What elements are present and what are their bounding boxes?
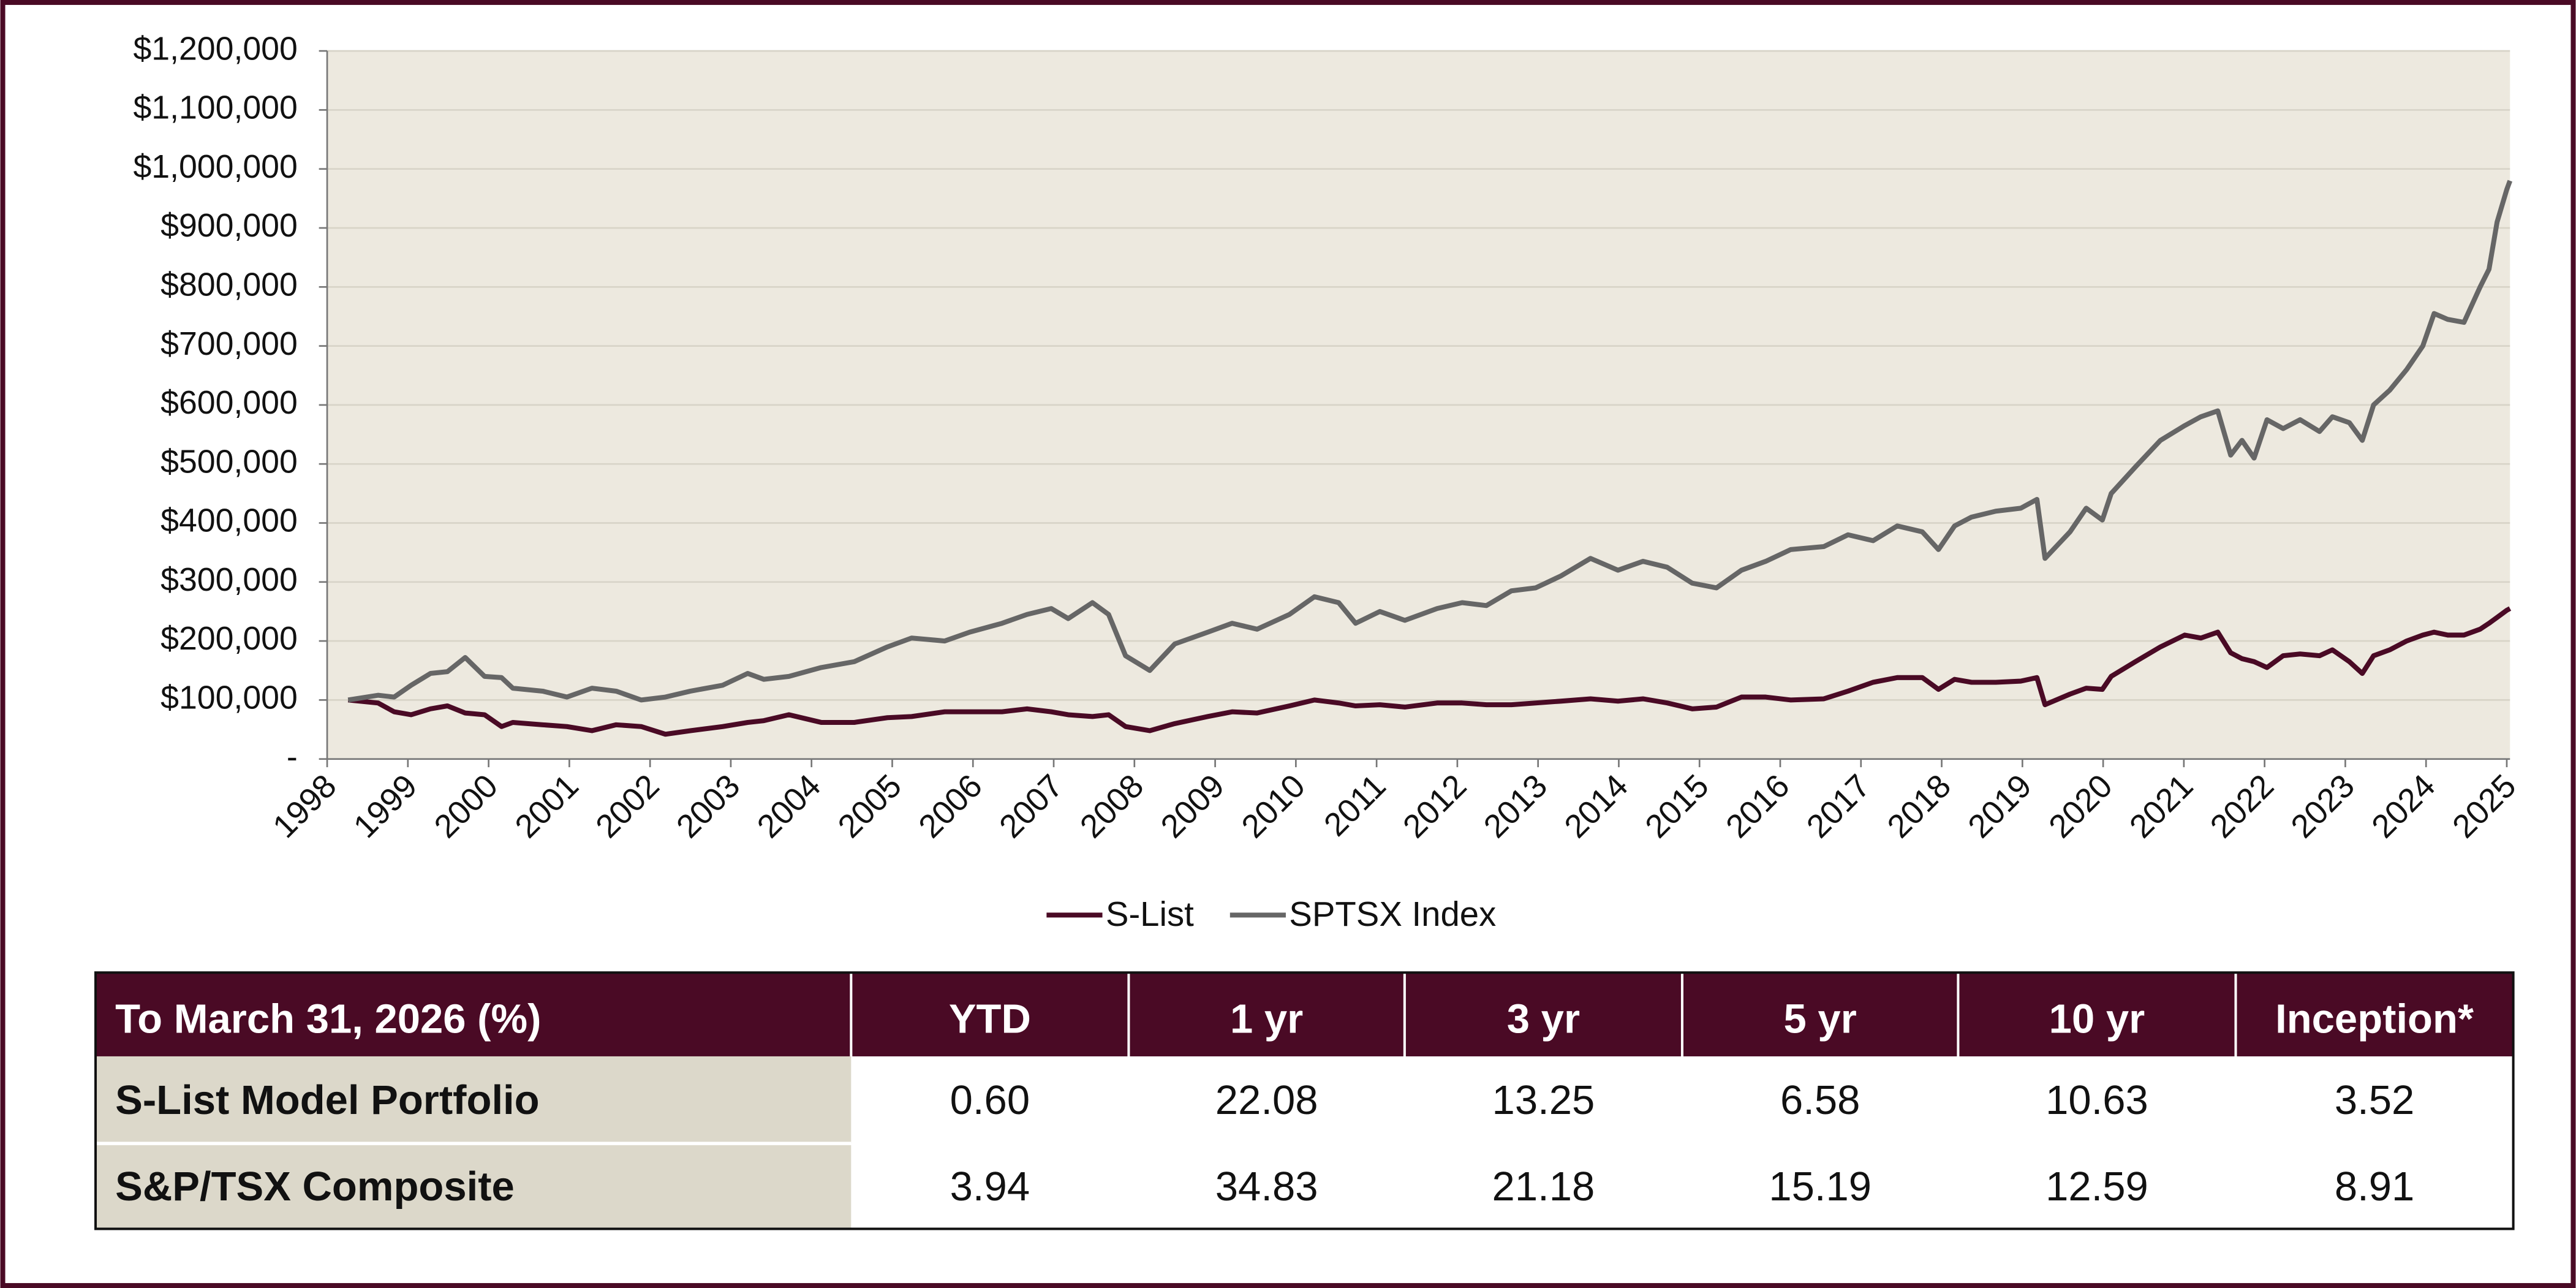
y-tick-label: $400,000 (161, 502, 298, 539)
table-cell: 6.58 (1780, 1077, 1860, 1123)
y-tick-label: $100,000 (161, 680, 298, 716)
y-tick-label: - (287, 738, 298, 775)
table-cell: 12.59 (2045, 1164, 2148, 1210)
y-tick-label: $1,100,000 (133, 89, 297, 126)
table-header: 3 yr (1507, 996, 1580, 1042)
row-label-bg (96, 1145, 852, 1229)
y-tick-label: $200,000 (161, 620, 298, 657)
table-cell: 34.83 (1215, 1164, 1318, 1210)
row-label: S-List Model Portfolio (115, 1077, 539, 1123)
table-cell: 13.25 (1492, 1077, 1595, 1123)
y-tick-label: $600,000 (161, 384, 298, 421)
table-header: YTD (949, 996, 1031, 1042)
table-border (94, 971, 2515, 1230)
y-tick-label: $300,000 (161, 561, 298, 598)
y-tick-label: $1,200,000 (133, 30, 297, 67)
series-line (347, 606, 2512, 737)
legend-label: SPTSX Index (1289, 895, 1496, 933)
table-cell: 15.19 (1769, 1164, 1872, 1210)
table-cell: 8.91 (2335, 1164, 2414, 1210)
table-header: Inception* (2275, 996, 2474, 1042)
y-tick-label: $1,000,000 (133, 148, 297, 185)
table-header: 10 yr (2049, 996, 2145, 1042)
row-label-bg (96, 1056, 852, 1144)
y-tick-label: $500,000 (161, 443, 298, 480)
y-tick-label: $700,000 (161, 325, 298, 362)
table-header-bg (96, 972, 2514, 1056)
table-cell: 3.94 (950, 1164, 1030, 1210)
row-label: S&P/TSX Composite (115, 1164, 515, 1210)
table-cell: 10.63 (2045, 1077, 2148, 1123)
table-header: 5 yr (1784, 996, 1857, 1042)
table-cell: 22.08 (1215, 1077, 1318, 1123)
series-line (347, 180, 2513, 703)
table-header: To March 31, 2026 (%) (115, 996, 541, 1042)
legend-label: S-List (1106, 895, 1194, 933)
table-cell: 21.18 (1492, 1164, 1595, 1210)
y-tick-label: $900,000 (161, 207, 298, 244)
y-tick-label: $800,000 (161, 266, 298, 303)
table-cell: 0.60 (950, 1077, 1030, 1123)
table-header: 1 yr (1230, 996, 1303, 1042)
table-cell: 3.52 (2335, 1077, 2414, 1123)
